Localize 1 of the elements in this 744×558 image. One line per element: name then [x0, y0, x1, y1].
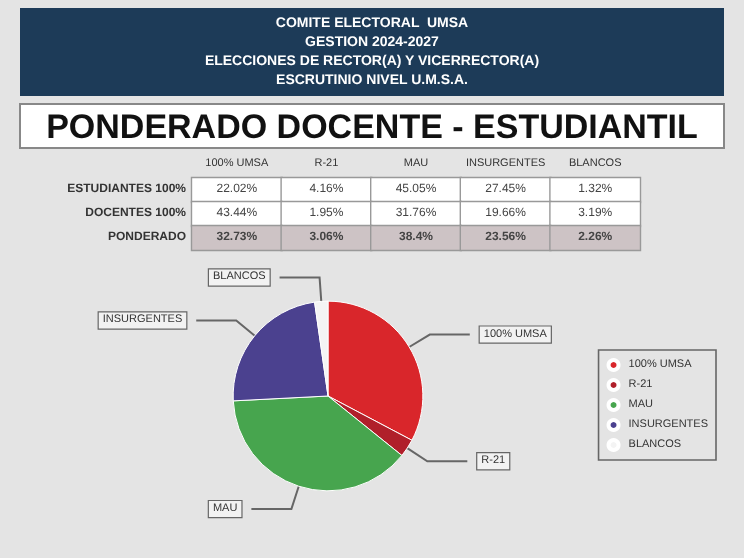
chart-title: PONDERADO DOCENTE - ESTUDIANTIL [46, 108, 698, 146]
